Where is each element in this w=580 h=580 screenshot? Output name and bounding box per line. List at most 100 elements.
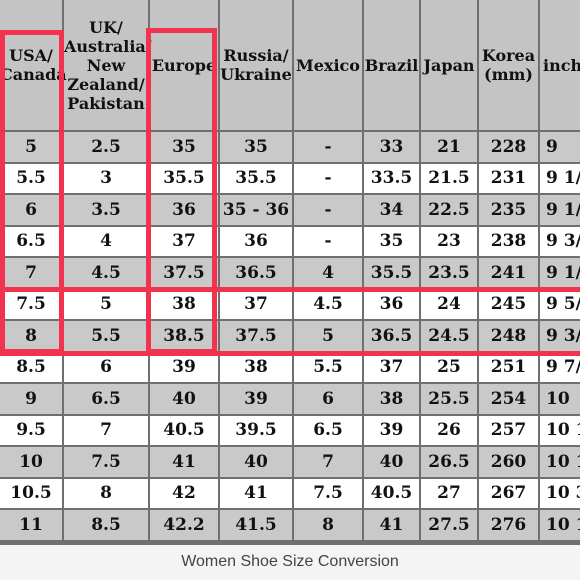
cell-korea: 276 xyxy=(479,510,538,540)
cell-inches: 10 1/4 xyxy=(540,447,580,477)
cell-usa-canada: 9.5 xyxy=(0,415,62,445)
cell-inches: 10 3/8 xyxy=(540,478,580,508)
cell-inches: 9 3/8 xyxy=(540,226,580,256)
cell-inches: 9 7/8 xyxy=(540,352,580,382)
cell-europe: 42.2 xyxy=(150,510,218,540)
cell-uk-australia: 7.5 xyxy=(64,447,148,477)
caption: Women Shoe Size Conversion xyxy=(0,545,580,580)
cell-japan: 21.5 xyxy=(421,163,477,193)
size-conversion-table-container: USA/ Canada UK/ Australia/ New Zealand/ … xyxy=(0,0,580,545)
cell-mexico: 4 xyxy=(294,258,362,288)
cell-russia-ukraine: 38 xyxy=(220,352,292,382)
cell-mexico: 4.5 xyxy=(294,289,362,319)
cell-korea: 260 xyxy=(479,447,538,477)
cell-brazil: 35.5 xyxy=(364,258,419,288)
header-brazil: Brazil xyxy=(364,0,419,130)
cell-usa-canada: 5.5 xyxy=(0,163,62,193)
cell-inches: 10 1/8 xyxy=(540,415,580,445)
cell-korea: 238 xyxy=(479,226,538,256)
cell-europe: 36 xyxy=(150,195,218,225)
cell-russia-ukraine: 36 xyxy=(220,226,292,256)
table-row: 9 6.5 40 39 6 38 25.5 254 10 xyxy=(0,384,580,414)
cell-inches: 9 xyxy=(540,132,580,162)
cell-japan: 24.5 xyxy=(421,321,477,351)
cell-inches: 9 1/4 xyxy=(540,195,580,225)
cell-europe: 42 xyxy=(150,478,218,508)
cell-europe: 38 xyxy=(150,289,218,319)
cell-japan: 27 xyxy=(421,478,477,508)
cell-inches: 9 1/8 xyxy=(540,163,580,193)
cell-brazil: 35 xyxy=(364,226,419,256)
cell-usa-canada: 8 xyxy=(0,321,62,351)
cell-russia-ukraine: 35 xyxy=(220,132,292,162)
cell-russia-ukraine: 36.5 xyxy=(220,258,292,288)
cell-inches: 10 xyxy=(540,384,580,414)
cell-europe: 35 xyxy=(150,132,218,162)
cell-japan: 23.5 xyxy=(421,258,477,288)
cell-korea: 257 xyxy=(479,415,538,445)
cell-inches: 9 5/8 xyxy=(540,289,580,319)
cell-russia-ukraine: 35 - 36 xyxy=(220,195,292,225)
cell-usa-canada: 9 xyxy=(0,384,62,414)
cell-brazil: 41 xyxy=(364,510,419,540)
cell-uk-australia: 4.5 xyxy=(64,258,148,288)
header-japan: Japan xyxy=(421,0,477,130)
cell-russia-ukraine: 39.5 xyxy=(220,415,292,445)
cell-usa-canada: 5 xyxy=(0,132,62,162)
cell-mexico: 5.5 xyxy=(294,352,362,382)
cell-mexico: - xyxy=(294,195,362,225)
cell-inches: 10 1/2 xyxy=(540,510,580,540)
cell-korea: 248 xyxy=(479,321,538,351)
cell-inches: 9 1/2 xyxy=(540,258,580,288)
header-row: USA/ Canada UK/ Australia/ New Zealand/ … xyxy=(0,0,580,130)
cell-japan: 26.5 xyxy=(421,447,477,477)
cell-brazil: 40 xyxy=(364,447,419,477)
cell-usa-canada: 6.5 xyxy=(0,226,62,256)
header-inches: inches xyxy=(540,0,580,130)
cell-usa-canada: 7 xyxy=(0,258,62,288)
cell-mexico: - xyxy=(294,132,362,162)
header-usa-canada: USA/ Canada xyxy=(0,0,67,130)
cell-usa-canada: 8.5 xyxy=(0,352,62,382)
cell-korea: 267 xyxy=(479,478,538,508)
header-mexico: Mexico xyxy=(294,0,362,130)
table-header: USA/ Canada UK/ Australia/ New Zealand/ … xyxy=(0,0,580,130)
header-korea: Korea (mm) xyxy=(479,0,538,130)
cell-korea: 254 xyxy=(479,384,538,414)
cell-inches: 9 3/4 xyxy=(540,321,580,351)
cell-uk-australia: 8.5 xyxy=(64,510,148,540)
cell-korea: 235 xyxy=(479,195,538,225)
cell-japan: 25.5 xyxy=(421,384,477,414)
cell-korea: 228 xyxy=(479,132,538,162)
cell-mexico: 6 xyxy=(294,384,362,414)
table-row: 5 2.5 35 35-33 21 228 9 xyxy=(0,132,580,162)
cell-brazil: 38 xyxy=(364,384,419,414)
cell-japan: 27.5 xyxy=(421,510,477,540)
cell-japan: 24 xyxy=(421,289,477,319)
cell-brazil: 33 xyxy=(364,132,419,162)
cell-uk-australia: 2.5 xyxy=(64,132,148,162)
cell-europe: 38.5 xyxy=(150,321,218,351)
cell-mexico: 7.5 xyxy=(294,478,362,508)
cell-uk-australia: 6.5 xyxy=(64,384,148,414)
cell-uk-australia: 3 xyxy=(64,163,148,193)
cell-europe: 41 xyxy=(150,447,218,477)
cell-japan: 21 xyxy=(421,132,477,162)
cell-russia-ukraine: 41 xyxy=(220,478,292,508)
cell-europe: 40.5 xyxy=(150,415,218,445)
cell-japan: 22.5 xyxy=(421,195,477,225)
cell-mexico: 8 xyxy=(294,510,362,540)
cell-uk-australia: 5.5 xyxy=(64,321,148,351)
size-conversion-table: USA/ Canada UK/ Australia/ New Zealand/ … xyxy=(0,0,580,540)
cell-korea: 245 xyxy=(479,289,538,319)
cell-russia-ukraine: 40 xyxy=(220,447,292,477)
